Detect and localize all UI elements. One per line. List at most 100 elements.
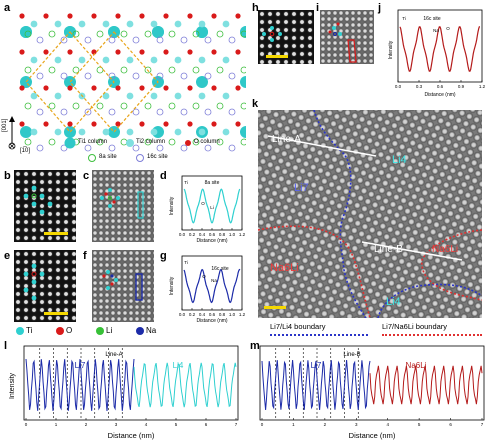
- site-8a: [48, 102, 56, 110]
- o-atom: [19, 85, 25, 91]
- site-8a: [72, 30, 80, 38]
- site-16c: [84, 108, 92, 116]
- o-atom: [139, 49, 145, 55]
- site-16c: [228, 72, 236, 80]
- k-region-na6li-left: Na6Li: [270, 262, 299, 274]
- ti2-atom: [198, 128, 206, 136]
- site-8a: [168, 102, 176, 110]
- site-16c: [132, 72, 140, 80]
- ti1-atom: [196, 76, 208, 88]
- site-16c: [204, 144, 212, 152]
- haadf-image-b: [14, 170, 76, 242]
- o-atom: [235, 13, 241, 19]
- crystal-structure-diagram: [19, 13, 246, 152]
- ti2-atom: [30, 20, 38, 28]
- x-tick-label: 0.6: [437, 84, 444, 89]
- l-xlabel: Distance (nm): [108, 431, 155, 440]
- ti2-atom: [198, 20, 206, 28]
- panel-label-h: h: [252, 2, 259, 14]
- ti2-atom: [102, 56, 110, 64]
- o-atom: [43, 121, 49, 127]
- scale-bar-e: [44, 312, 68, 315]
- scale-bar-h: [266, 55, 288, 58]
- x-tick-label: 0.0: [179, 312, 186, 317]
- x-tick-label: 1: [292, 422, 295, 427]
- legend-ti2: Ti2 column: [136, 139, 166, 145]
- site-8a: [192, 66, 200, 74]
- site-16c: [108, 36, 116, 44]
- o-atom: [67, 49, 73, 55]
- ti2-atom: [30, 128, 38, 136]
- o-atom: [67, 13, 73, 19]
- l-ylabel: Intensity: [9, 372, 16, 399]
- axes-indicator: [8, 116, 16, 150]
- x-tick-label: 0.9: [458, 84, 465, 89]
- x-tick-label: 4: [386, 422, 389, 427]
- o-atom: [139, 13, 145, 19]
- site-16c: [60, 72, 68, 80]
- overlay-f: [102, 270, 143, 301]
- site-8a: [24, 30, 32, 38]
- o-atom: [43, 49, 49, 55]
- boundary-li7-li4-2: [377, 283, 482, 318]
- o-atom: [235, 121, 241, 127]
- site-8a: [216, 102, 224, 110]
- unit-cell-outline-right: [69, 31, 159, 133]
- o-atom: [235, 49, 241, 55]
- x-tick-label: 0.6: [209, 312, 216, 317]
- j-ann-na: Na: [433, 28, 439, 33]
- site-16c: [228, 36, 236, 44]
- m-right-label: Na6Li: [406, 361, 427, 370]
- panel-label-d: d: [160, 170, 167, 182]
- x-tick-label: 0.0: [179, 232, 186, 237]
- site-16c: [132, 108, 140, 116]
- axis-label-001: [001]: [2, 118, 8, 132]
- site-8a: [216, 66, 224, 74]
- site-8a: [192, 30, 200, 38]
- site-8a: [144, 30, 152, 38]
- site-8a: [96, 138, 104, 146]
- site-16c: [108, 108, 116, 116]
- ti2-atom: [78, 128, 86, 136]
- line-b: [361, 241, 463, 261]
- site-16c: [156, 36, 164, 44]
- x-tick-label: 1.2: [239, 232, 246, 237]
- d-ann-ti: Ti: [184, 180, 188, 185]
- l-title: Line-A: [105, 352, 122, 358]
- m-left-label: Li7: [311, 361, 322, 370]
- element-legend: Ti O Li Na: [14, 325, 164, 337]
- ti2-atom: [150, 20, 158, 28]
- o-atom: [163, 121, 169, 127]
- legend-na-label: Na: [146, 326, 157, 335]
- m-title: Line-B: [343, 352, 360, 358]
- site-16c: [84, 36, 92, 44]
- l-left-label: Li7: [75, 361, 86, 370]
- o-atom: [91, 121, 97, 127]
- overlay-c: [100, 188, 144, 219]
- o-atom: [211, 85, 217, 91]
- abf-image-c: [92, 170, 154, 242]
- k-legend-red-label: Li7/Na6Li boundary: [382, 322, 448, 331]
- ti1-atom: [240, 76, 246, 88]
- boundary-li7-na6li-2: [421, 229, 482, 301]
- haadf-image-h: [258, 10, 314, 64]
- x-tick-label: 2: [85, 422, 88, 427]
- site-8a: [24, 66, 32, 74]
- j-ann-ti: Ti: [402, 16, 406, 21]
- x-tick-label: 0.0: [395, 84, 402, 89]
- ti2-atom: [174, 20, 182, 28]
- m-xlabel: Distance (nm): [349, 431, 396, 440]
- o-atom: [19, 121, 25, 127]
- site-8a: [216, 30, 224, 38]
- o-atom: [115, 13, 121, 19]
- o-atom: [43, 85, 49, 91]
- x-tick-label: 5: [418, 422, 421, 427]
- site-16c: [228, 108, 236, 116]
- unit-cell-outline-left: [25, 31, 115, 133]
- ti1-atom: [20, 126, 32, 138]
- site-16c: [180, 108, 188, 116]
- o-atom: [163, 49, 169, 55]
- site-8a: [168, 30, 176, 38]
- site-16c: [60, 144, 68, 152]
- x-tick-label: 5: [175, 422, 178, 427]
